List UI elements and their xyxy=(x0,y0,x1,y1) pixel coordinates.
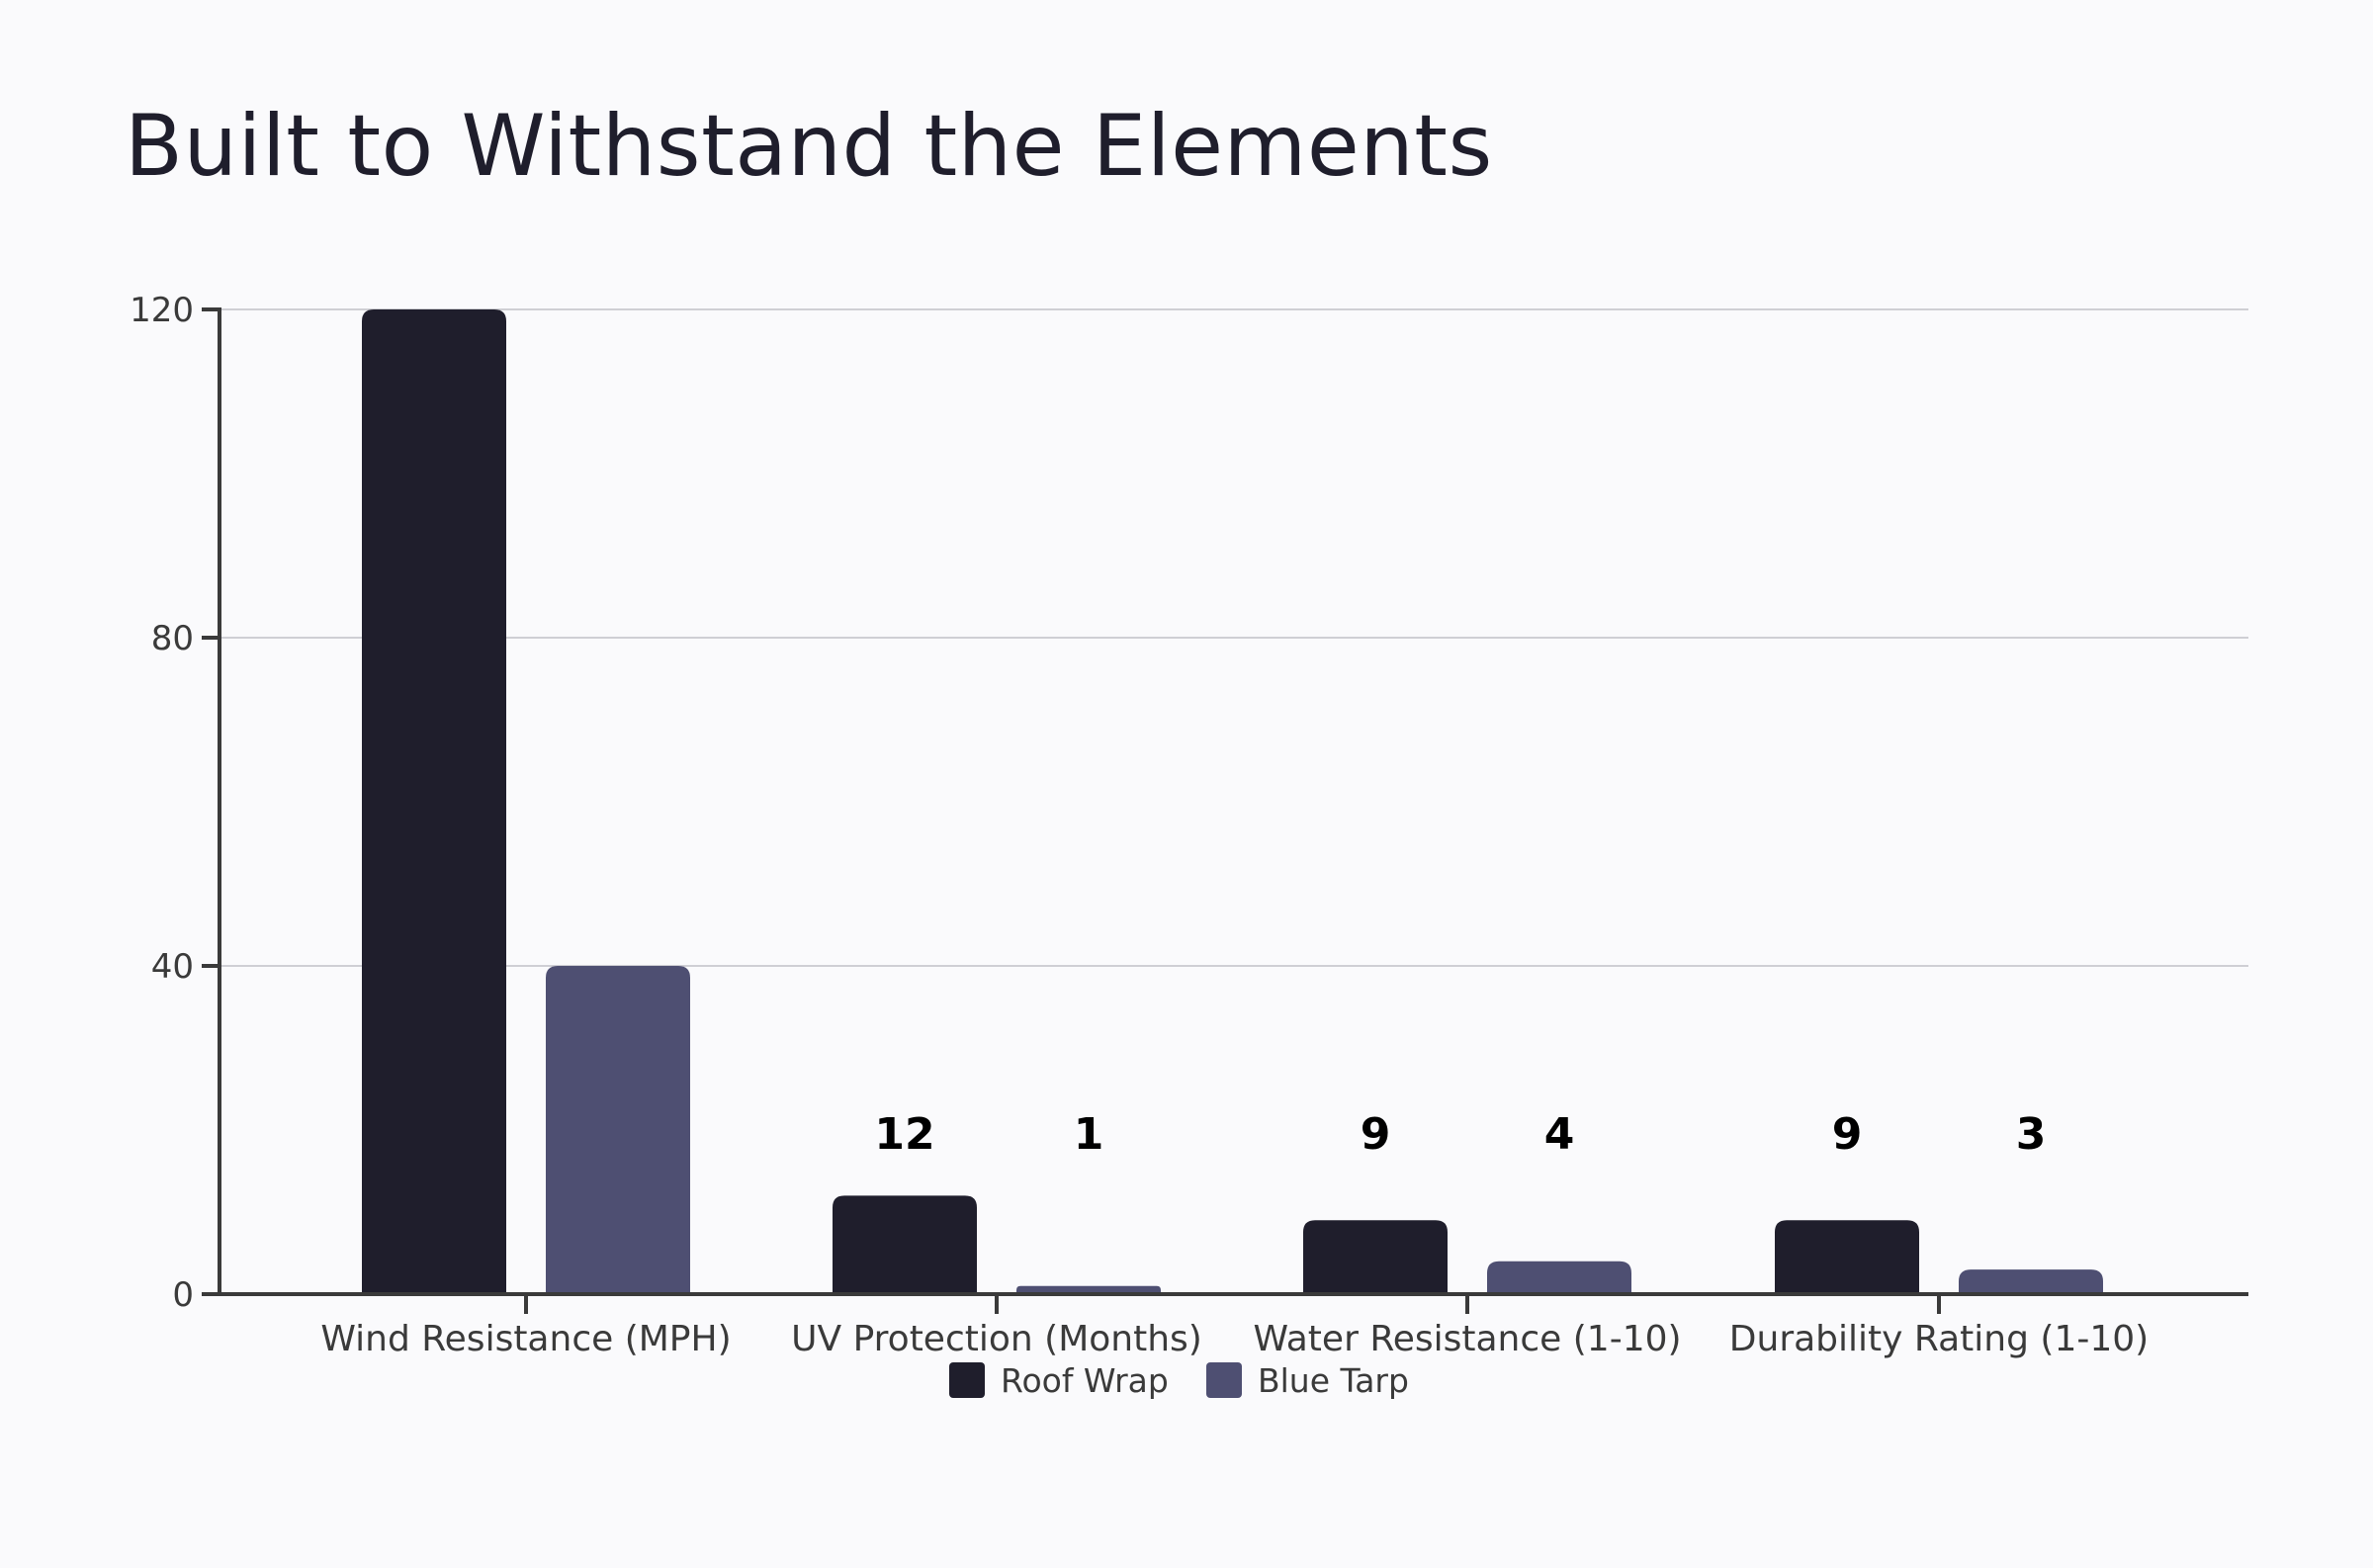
labels: 12 9 9 1 4 3 Wind Resistance (MPH) UV Protectio… xyxy=(320,1109,2149,1359)
y-tick-label: 40 xyxy=(151,947,194,987)
legend-label: Blue Tarp xyxy=(1258,1361,1409,1400)
bar-roof-wrap-1 xyxy=(833,1195,977,1294)
y-tick-label: 0 xyxy=(172,1275,194,1315)
legend: Roof Wrap Blue Tarp xyxy=(949,1361,1409,1400)
legend-swatch xyxy=(949,1362,985,1398)
chart-title: Built to Withstand the Elements xyxy=(125,97,1493,196)
legend-label: Roof Wrap xyxy=(1001,1361,1169,1400)
bars xyxy=(362,309,2103,1294)
x-tick-label: Water Resistance (1-10) xyxy=(1253,1319,1681,1359)
bar-roof-wrap-0 xyxy=(362,309,506,1294)
data-label: 9 xyxy=(1361,1109,1391,1160)
data-label: 4 xyxy=(1544,1109,1575,1160)
legend-swatch xyxy=(1206,1362,1242,1398)
bar-blue-tarp-1 xyxy=(1016,1285,1161,1294)
data-label: 1 xyxy=(1074,1109,1104,1160)
x-tick-label: Durability Rating (1-10) xyxy=(1729,1319,2149,1359)
axes: 0 40 80 120 xyxy=(130,291,2248,1315)
data-label: 9 xyxy=(1832,1109,1863,1160)
bar-roof-wrap-3 xyxy=(1775,1220,1919,1294)
y-tick-label: 80 xyxy=(151,619,194,658)
bar-roof-wrap-2 xyxy=(1303,1220,1448,1294)
data-label: 12 xyxy=(874,1109,934,1160)
bar-blue-tarp-3 xyxy=(1959,1269,2103,1294)
x-tick-label: UV Protection (Months) xyxy=(791,1319,1202,1359)
x-tick-label: Wind Resistance (MPH) xyxy=(320,1319,731,1359)
data-label: 3 xyxy=(2016,1109,2047,1160)
y-tick-label: 120 xyxy=(130,291,194,330)
bar-blue-tarp-0 xyxy=(546,966,690,1294)
bar-blue-tarp-2 xyxy=(1487,1261,1631,1294)
gridlines xyxy=(220,308,2248,967)
